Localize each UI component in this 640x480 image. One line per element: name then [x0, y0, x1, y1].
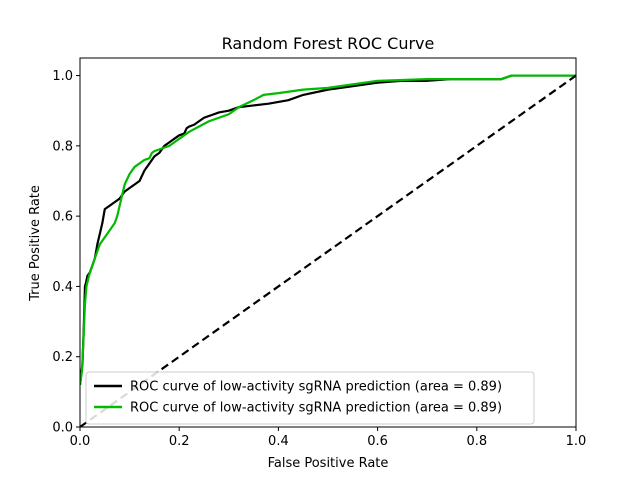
plot-area: 0.0 0.2 0.4 0.6 0.8 1.0 0.0 0.2 0.4 0.6 0.8 1.0	[52, 57, 587, 449]
legend-entry-2: ROC curve of low-activity sgRNA predicti…	[130, 401, 502, 416]
legend-box	[85, 371, 535, 425]
y-tick-label: 0.0	[52, 421, 73, 436]
axes-frame	[79, 57, 577, 428]
x-tick-label: 1.0	[566, 434, 587, 449]
y-tick-label: 0.2	[52, 350, 73, 365]
y-axis-label: True Positive Rate	[28, 185, 43, 302]
y-tick-label: 0.4	[52, 280, 73, 295]
y-tick-label: 0.8	[52, 139, 73, 154]
y-tick-label: 1.0	[52, 69, 73, 84]
legend: ROC curve of low-activity sgRNA predicti…	[85, 371, 535, 425]
x-tick-label: 0.6	[367, 434, 388, 449]
chart-title: Random Forest ROC Curve	[222, 34, 435, 53]
x-tick-label: 0.2	[169, 434, 190, 449]
series-line-1	[80, 74, 576, 385]
x-tick-label: 0.0	[70, 434, 91, 449]
x-tick-label: 0.4	[268, 434, 289, 449]
y-tick-label: 0.6	[52, 210, 73, 225]
legend-entry-1: ROC curve of low-activity sgRNA predicti…	[130, 380, 502, 395]
x-tick-label: 0.8	[466, 434, 487, 449]
x-axis-label: False Positive Rate	[268, 456, 389, 471]
series-line-2	[80, 74, 576, 385]
chance-line	[80, 74, 576, 427]
